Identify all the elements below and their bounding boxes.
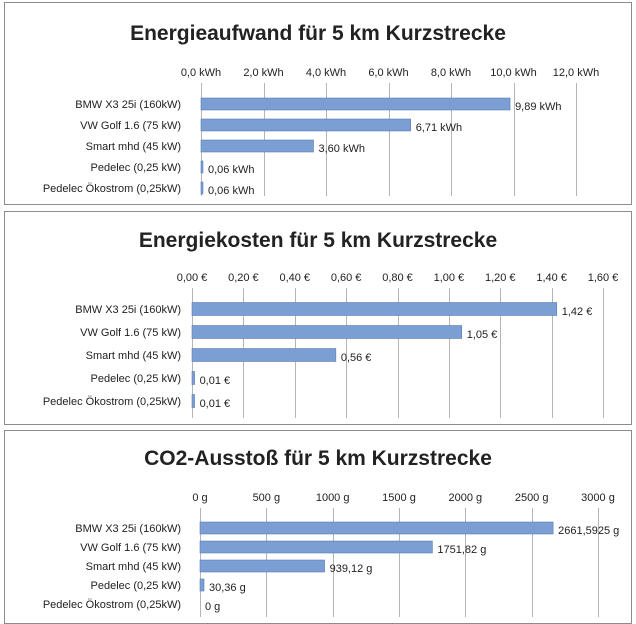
cost-bar bbox=[191, 302, 558, 316]
co2-tick-label: 1500 g bbox=[382, 492, 416, 504]
energy-category-label: VW Golf 1.6 (75 kW) bbox=[80, 120, 181, 132]
cost-tick-label: 0,80 € bbox=[382, 272, 413, 284]
cost-tick-label: 0,20 € bbox=[228, 272, 259, 284]
cost-category-label: BMW X3 25i (160kW) bbox=[75, 304, 181, 316]
cost-category-label: VW Golf 1.6 (75 kW) bbox=[80, 327, 181, 339]
co2-category-label: Pedelec Ökostrom (0,25kW) bbox=[43, 599, 181, 611]
cost-bar bbox=[191, 394, 195, 408]
co2-bar bbox=[199, 540, 433, 554]
co2-category-label: BMW X3 25i (160kW) bbox=[75, 523, 181, 535]
cost-chart-title: Energiekosten für 5 km Kurzstrecke bbox=[139, 229, 497, 252]
co2-tick-label: 3000 g bbox=[581, 492, 615, 504]
cost-tick-label: 0,00 € bbox=[177, 272, 208, 284]
cost-data-label: 0,01 € bbox=[200, 375, 231, 387]
cost-tick-label: 1,40 € bbox=[536, 272, 567, 284]
co2-bar bbox=[199, 559, 325, 573]
energy-tick-label: 6,0 kWh bbox=[368, 67, 408, 79]
cost-data-label: 0,01 € bbox=[200, 398, 231, 410]
co2-tick-label: 2000 g bbox=[449, 492, 483, 504]
cost-chart: Energiekosten für 5 km Kurzstrecke 0,00 €… bbox=[43, 229, 619, 418]
cost-tick-label: 0,40 € bbox=[279, 272, 310, 284]
cost-tick-label: 1,00 € bbox=[434, 272, 465, 284]
energy-category-label: Pedelec Ökostrom (0,25kW) bbox=[43, 183, 181, 195]
energy-bar bbox=[200, 97, 511, 111]
energy-tick-label: 12,0 kWh bbox=[553, 67, 599, 79]
energy-chart-panel: Energieaufwand für 5 km Kurzstrecke 0,0 k… bbox=[4, 2, 632, 205]
co2-category-label: Smart mhd (45 kW) bbox=[86, 561, 181, 573]
co2-category-label: Pedelec (0,25 kW) bbox=[91, 580, 181, 592]
energy-tick-label: 4,0 kWh bbox=[306, 67, 346, 79]
co2-category-label: VW Golf 1.6 (75 kW) bbox=[80, 542, 181, 554]
energy-tick-label: 2,0 kWh bbox=[243, 67, 283, 79]
energy-category-label: Pedelec (0,25 kW) bbox=[91, 162, 181, 174]
energy-bar bbox=[200, 160, 204, 174]
co2-data-label: 30,36 g bbox=[209, 582, 246, 594]
co2-bar bbox=[199, 521, 554, 535]
cost-tick-label: 1,20 € bbox=[485, 272, 516, 284]
energy-bar bbox=[200, 118, 411, 132]
co2-chart: CO2-Ausstoß für 5 km Kurzstrecke 0 g 500 g… bbox=[43, 447, 619, 617]
cost-bar bbox=[191, 348, 337, 362]
energy-data-label: 0,06 kWh bbox=[208, 164, 254, 176]
energy-data-label: 9,89 kWh bbox=[515, 101, 561, 113]
co2-tick-label: 0 g bbox=[192, 492, 207, 504]
energy-data-label: 6,71 kWh bbox=[416, 122, 462, 134]
cost-chart-panel: Energiekosten für 5 km Kurzstrecke 0,00 €… bbox=[4, 211, 632, 425]
co2-tick-label: 2500 g bbox=[515, 492, 549, 504]
energy-chart-title: Energieaufwand für 5 km Kurzstrecke bbox=[130, 22, 506, 45]
energy-bar bbox=[200, 181, 204, 195]
energy-data-label: 0,06 kWh bbox=[208, 185, 254, 197]
cost-data-label: 0,56 € bbox=[341, 352, 372, 364]
cost-bar bbox=[191, 325, 463, 339]
cost-tick-label: 1,60 € bbox=[588, 272, 619, 284]
co2-chart-title: CO2-Ausstoß für 5 km Kurzstrecke bbox=[144, 447, 492, 470]
energy-chart: Energieaufwand für 5 km Kurzstrecke 0,0 k… bbox=[43, 22, 599, 197]
co2-data-label: 2661,5925 g bbox=[558, 525, 619, 537]
co2-data-label: 939,12 g bbox=[330, 563, 373, 575]
cost-category-label: Pedelec Ökostrom (0,25kW) bbox=[43, 396, 181, 408]
co2-bar bbox=[199, 578, 205, 592]
co2-tick-label: 1000 g bbox=[316, 492, 350, 504]
energy-tick-label: 0,0 kWh bbox=[181, 67, 221, 79]
energy-tick-label: 10,0 kWh bbox=[490, 67, 536, 79]
cost-category-label: Pedelec (0,25 kW) bbox=[91, 373, 181, 385]
cost-tick-label: 0,60 € bbox=[331, 272, 362, 284]
co2-data-label: 1751,82 g bbox=[437, 544, 486, 556]
cost-data-label: 1,05 € bbox=[467, 329, 498, 341]
energy-category-label: Smart mhd (45 kW) bbox=[86, 141, 181, 153]
cost-data-label: 1,42 € bbox=[562, 306, 593, 318]
co2-chart-panel: CO2-Ausstoß für 5 km Kurzstrecke 0 g 500 g… bbox=[4, 430, 632, 624]
energy-data-label: 3,60 kWh bbox=[319, 143, 365, 155]
cost-category-label: Smart mhd (45 kW) bbox=[86, 350, 181, 362]
co2-tick-label: 500 g bbox=[253, 492, 281, 504]
energy-tick-label: 8,0 kWh bbox=[431, 67, 471, 79]
energy-category-label: BMW X3 25i (160kW) bbox=[75, 99, 181, 111]
cost-bar bbox=[191, 371, 195, 385]
co2-data-label: 0 g bbox=[205, 601, 220, 613]
energy-bar bbox=[200, 139, 314, 153]
